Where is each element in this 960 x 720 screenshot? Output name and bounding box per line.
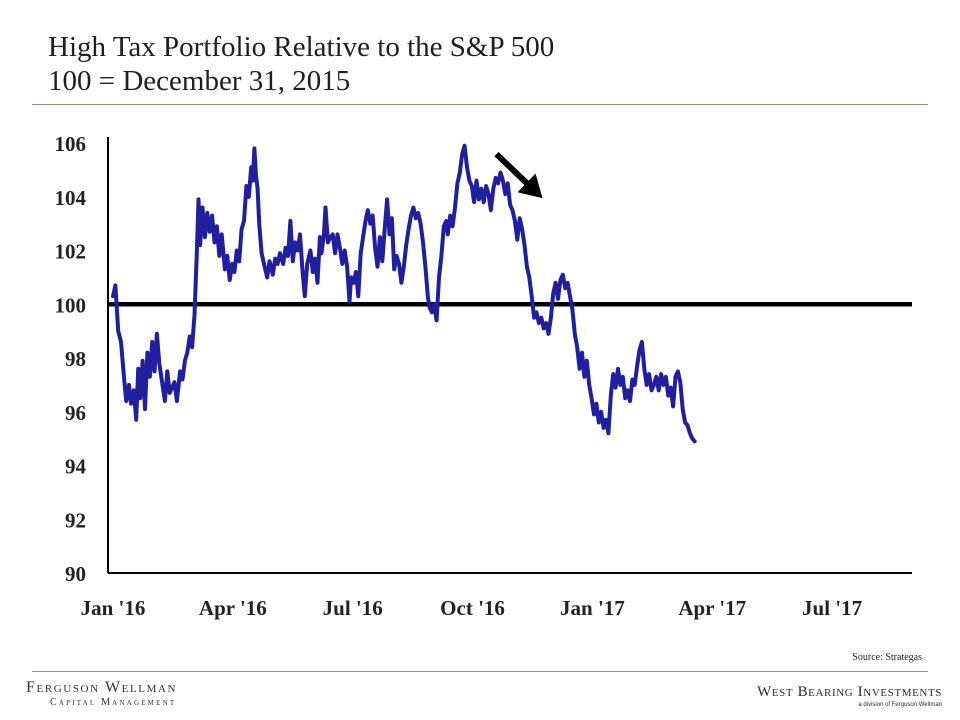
y-tick-label: 100 — [55, 293, 87, 317]
y-tick-label: 94 — [65, 455, 87, 479]
header-divider — [32, 104, 928, 105]
line-chart: 90 92 94 96 98 100 102 104 106 Jan '16 Apr '16 Jul… — [55, 132, 912, 620]
page-title: High Tax Portfolio Relative to the S&P 5… — [48, 30, 554, 98]
source-note: Source: Strategas — [852, 652, 922, 663]
x-tick-label: Apr '16 — [199, 596, 267, 620]
chart-title: High Tax Portfolio Relative to the S&P 5… — [48, 31, 555, 63]
annotation-arrow — [494, 151, 543, 199]
y-tick-label: 92 — [65, 508, 86, 532]
arrow-head — [517, 173, 543, 199]
x-tick-label: Jul '17 — [802, 596, 862, 620]
y-axis-ticks: 90 92 94 96 98 100 102 104 106 — [55, 132, 87, 586]
logo-tagline: a division of Ferguson Wellman — [858, 702, 942, 708]
y-tick-label: 98 — [65, 347, 86, 371]
y-tick-label: 90 — [65, 562, 86, 586]
arrow-shaft — [494, 151, 535, 191]
series-line-high-tax-portfolio — [111, 143, 697, 444]
logo-tagline: Capital Management — [50, 697, 177, 708]
x-tick-label: Jan '17 — [560, 596, 625, 620]
y-tick-label: 106 — [55, 132, 87, 156]
logo-name: West Bearing Investments — [757, 684, 942, 700]
logo-name: Ferguson Wellman — [26, 679, 178, 696]
ferguson-wellman-logo: Ferguson Wellman Capital Management — [26, 679, 177, 708]
chart-subtitle: 100 = December 31, 2015 — [48, 65, 351, 97]
x-axis-ticks: Jan '16 Apr '16 Jul '16 Oct '16 Jan '17 Apr '… — [81, 596, 863, 620]
y-tick-label: 96 — [65, 401, 86, 425]
x-tick-label: Oct '16 — [440, 596, 505, 620]
y-tick-label: 104 — [55, 186, 87, 210]
x-tick-label: Jan '16 — [81, 596, 146, 620]
y-tick-label: 102 — [55, 240, 87, 264]
footer-divider — [32, 671, 928, 672]
x-tick-label: Jul '16 — [323, 596, 383, 620]
west-bearing-logo: West Bearing Investments a division of F… — [757, 684, 942, 708]
x-tick-label: Apr '17 — [678, 596, 746, 620]
